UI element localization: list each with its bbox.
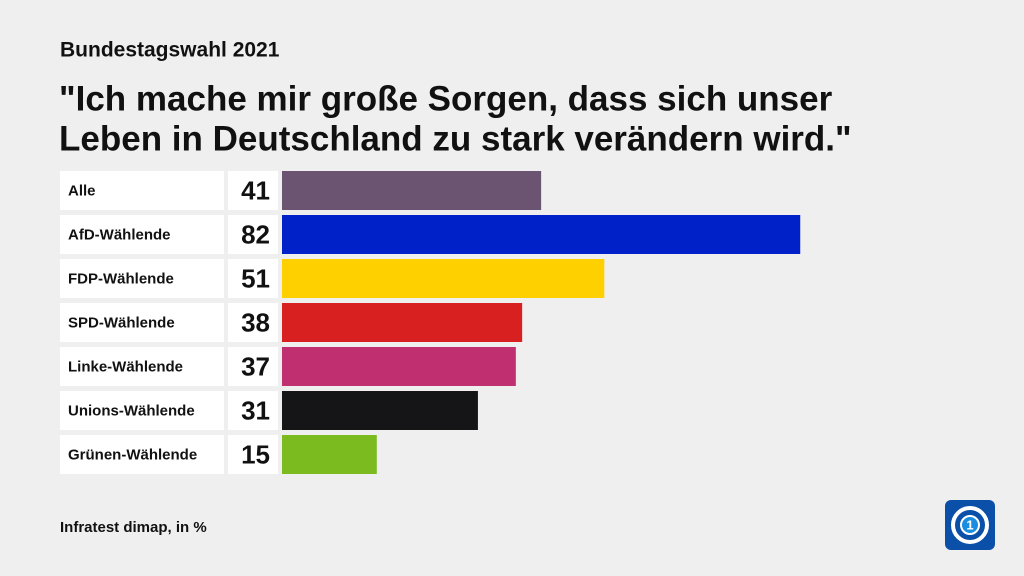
- value-box: [228, 259, 278, 298]
- label-box: [60, 391, 224, 430]
- category-label: AfD-Wählende: [68, 226, 171, 243]
- category-label: SPD-Wählende: [68, 314, 175, 331]
- category-label: Grünen-Wählende: [68, 446, 197, 463]
- value-label: 15: [241, 439, 270, 469]
- logo: 1: [945, 500, 995, 550]
- label-box: [60, 171, 224, 210]
- bar: [282, 347, 516, 386]
- value-label: 51: [241, 263, 270, 293]
- value-box: [228, 347, 278, 386]
- value-label: 31: [241, 395, 270, 425]
- category-label: Unions-Wählende: [68, 402, 195, 419]
- value-label: 82: [241, 219, 270, 249]
- value-box: [228, 435, 278, 474]
- value-box: [228, 215, 278, 254]
- category-label: Alle: [68, 182, 96, 199]
- value-label: 37: [241, 351, 270, 381]
- value-box: [228, 171, 278, 210]
- value-box: [228, 391, 278, 430]
- bar: [282, 259, 605, 298]
- bar: [282, 215, 801, 254]
- chart-title: Leben in Deutschland zu stark verändern …: [59, 119, 852, 158]
- label-box: [60, 303, 224, 342]
- label-box: [60, 259, 224, 298]
- bar: [282, 171, 542, 210]
- value-box: [228, 303, 278, 342]
- value-label: 41: [241, 175, 270, 205]
- label-box: [60, 347, 224, 386]
- bar: [282, 435, 377, 474]
- value-label: 38: [241, 307, 270, 337]
- chart-title: "Ich mache mir große Sorgen, dass sich u…: [59, 79, 833, 118]
- bar: [282, 303, 523, 342]
- label-box: [60, 215, 224, 254]
- category-label: Linke-Wählende: [68, 358, 183, 375]
- category-label: FDP-Wählende: [68, 270, 174, 287]
- chart-subtitle: Bundestagswahl 2021: [60, 39, 280, 62]
- svg-text:1: 1: [966, 517, 973, 532]
- source: Infratest dimap, in %: [60, 519, 207, 536]
- label-box: [60, 435, 224, 474]
- bar: [282, 391, 478, 430]
